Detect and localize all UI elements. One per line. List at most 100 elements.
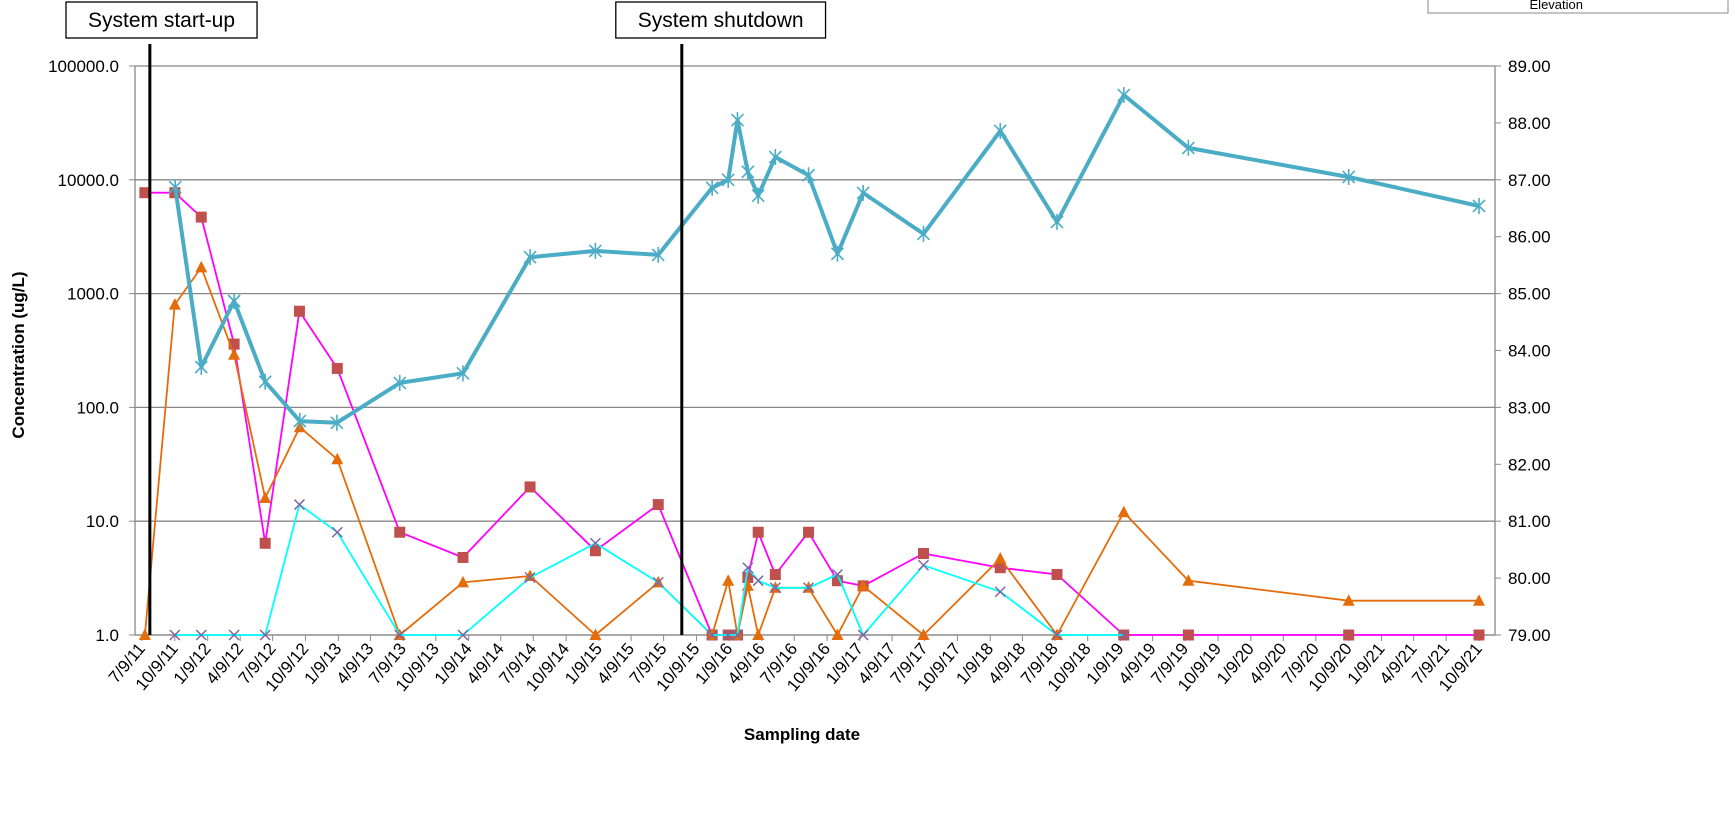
marker — [589, 545, 601, 557]
marker — [1050, 213, 1064, 230]
marker — [1473, 629, 1485, 641]
y2-tick-label: 87.00 — [1508, 171, 1551, 190]
marker — [1472, 197, 1486, 214]
marker — [169, 629, 181, 641]
marker — [330, 414, 344, 431]
marker — [195, 211, 207, 223]
marker — [195, 629, 207, 641]
marker — [742, 562, 754, 574]
marker — [857, 629, 869, 641]
marker — [1051, 629, 1063, 641]
marker — [293, 499, 305, 511]
y2-tick-label: 83.00 — [1508, 398, 1551, 417]
annotation: System shutdown — [615, 1, 827, 39]
marker — [331, 526, 343, 538]
marker — [801, 167, 816, 184]
marker — [752, 575, 764, 587]
marker — [139, 187, 151, 199]
y-tick-label: 1.0 — [95, 626, 119, 645]
y2-tick-label: 86.00 — [1508, 228, 1551, 247]
y-tick-label: 10000.0 — [58, 171, 119, 190]
marker — [589, 628, 602, 640]
marker — [1182, 629, 1194, 641]
marker — [917, 548, 929, 560]
marker — [1343, 629, 1355, 641]
marker — [917, 628, 930, 640]
marker — [168, 298, 181, 310]
annotation: System start-up — [65, 1, 258, 39]
marker — [993, 122, 1007, 139]
marker — [1342, 168, 1356, 185]
marker — [1117, 505, 1130, 518]
series-line — [174, 503, 1124, 636]
y-tick-label: 1000.0 — [67, 285, 119, 304]
marker — [524, 481, 536, 493]
marker — [524, 571, 536, 584]
marker — [768, 149, 782, 166]
marker — [1118, 629, 1130, 641]
legend-box — [1427, 0, 1729, 14]
marker — [293, 305, 305, 317]
marker — [917, 559, 930, 571]
marker — [752, 526, 764, 538]
series-line — [173, 93, 1480, 425]
marker — [916, 225, 931, 242]
y-axis-label: Concentration (ug/L) — [9, 271, 28, 438]
marker — [227, 292, 241, 309]
marker — [138, 628, 151, 640]
marker — [259, 629, 271, 641]
marker — [803, 582, 815, 594]
y2-tick-label: 82.00 — [1508, 455, 1551, 474]
marker — [831, 575, 843, 587]
marker — [706, 629, 718, 641]
marker — [457, 629, 469, 641]
y2-tick-label: 84.00 — [1508, 342, 1551, 361]
y-tick-label: 100000.0 — [48, 57, 119, 76]
series-line — [144, 266, 1479, 636]
marker — [331, 362, 343, 374]
marker — [831, 568, 843, 581]
x-axis-label: Sampling date — [744, 725, 860, 744]
annotation-box — [65, 1, 258, 39]
marker — [524, 569, 537, 581]
y2-tick-label: 79.00 — [1508, 626, 1551, 645]
marker — [194, 359, 208, 376]
y2-tick-label: 89.00 — [1508, 57, 1551, 76]
marker — [994, 552, 1007, 564]
marker — [1473, 594, 1485, 606]
marker — [228, 338, 240, 350]
marker — [1182, 574, 1195, 586]
marker — [258, 373, 272, 390]
y-tick-label: 10.0 — [86, 512, 119, 531]
y2-tick-label: 88.00 — [1508, 114, 1551, 133]
y2-tick-label: 80.00 — [1508, 569, 1551, 588]
marker — [742, 572, 754, 584]
marker — [588, 242, 602, 259]
marker — [722, 574, 735, 586]
marker — [1051, 569, 1063, 581]
marker — [652, 576, 664, 588]
annotation-text: System start-up — [88, 9, 235, 32]
marker — [293, 413, 307, 430]
y2-tick-label: 85.00 — [1508, 285, 1551, 304]
marker — [393, 374, 407, 391]
marker — [651, 246, 665, 263]
marker — [394, 629, 406, 641]
marker — [456, 575, 469, 588]
marker — [331, 452, 344, 465]
annotation-box — [615, 1, 827, 39]
y2-tick-label: 81.00 — [1508, 512, 1551, 531]
marker — [830, 245, 845, 262]
marker — [856, 184, 870, 201]
marker — [741, 163, 755, 180]
marker — [1181, 139, 1195, 156]
marker — [1342, 594, 1355, 606]
marker — [803, 526, 815, 538]
marker — [994, 586, 1006, 598]
marker — [831, 628, 844, 640]
marker — [769, 569, 781, 581]
marker — [394, 526, 406, 538]
marker — [589, 537, 601, 549]
marker — [722, 629, 734, 641]
